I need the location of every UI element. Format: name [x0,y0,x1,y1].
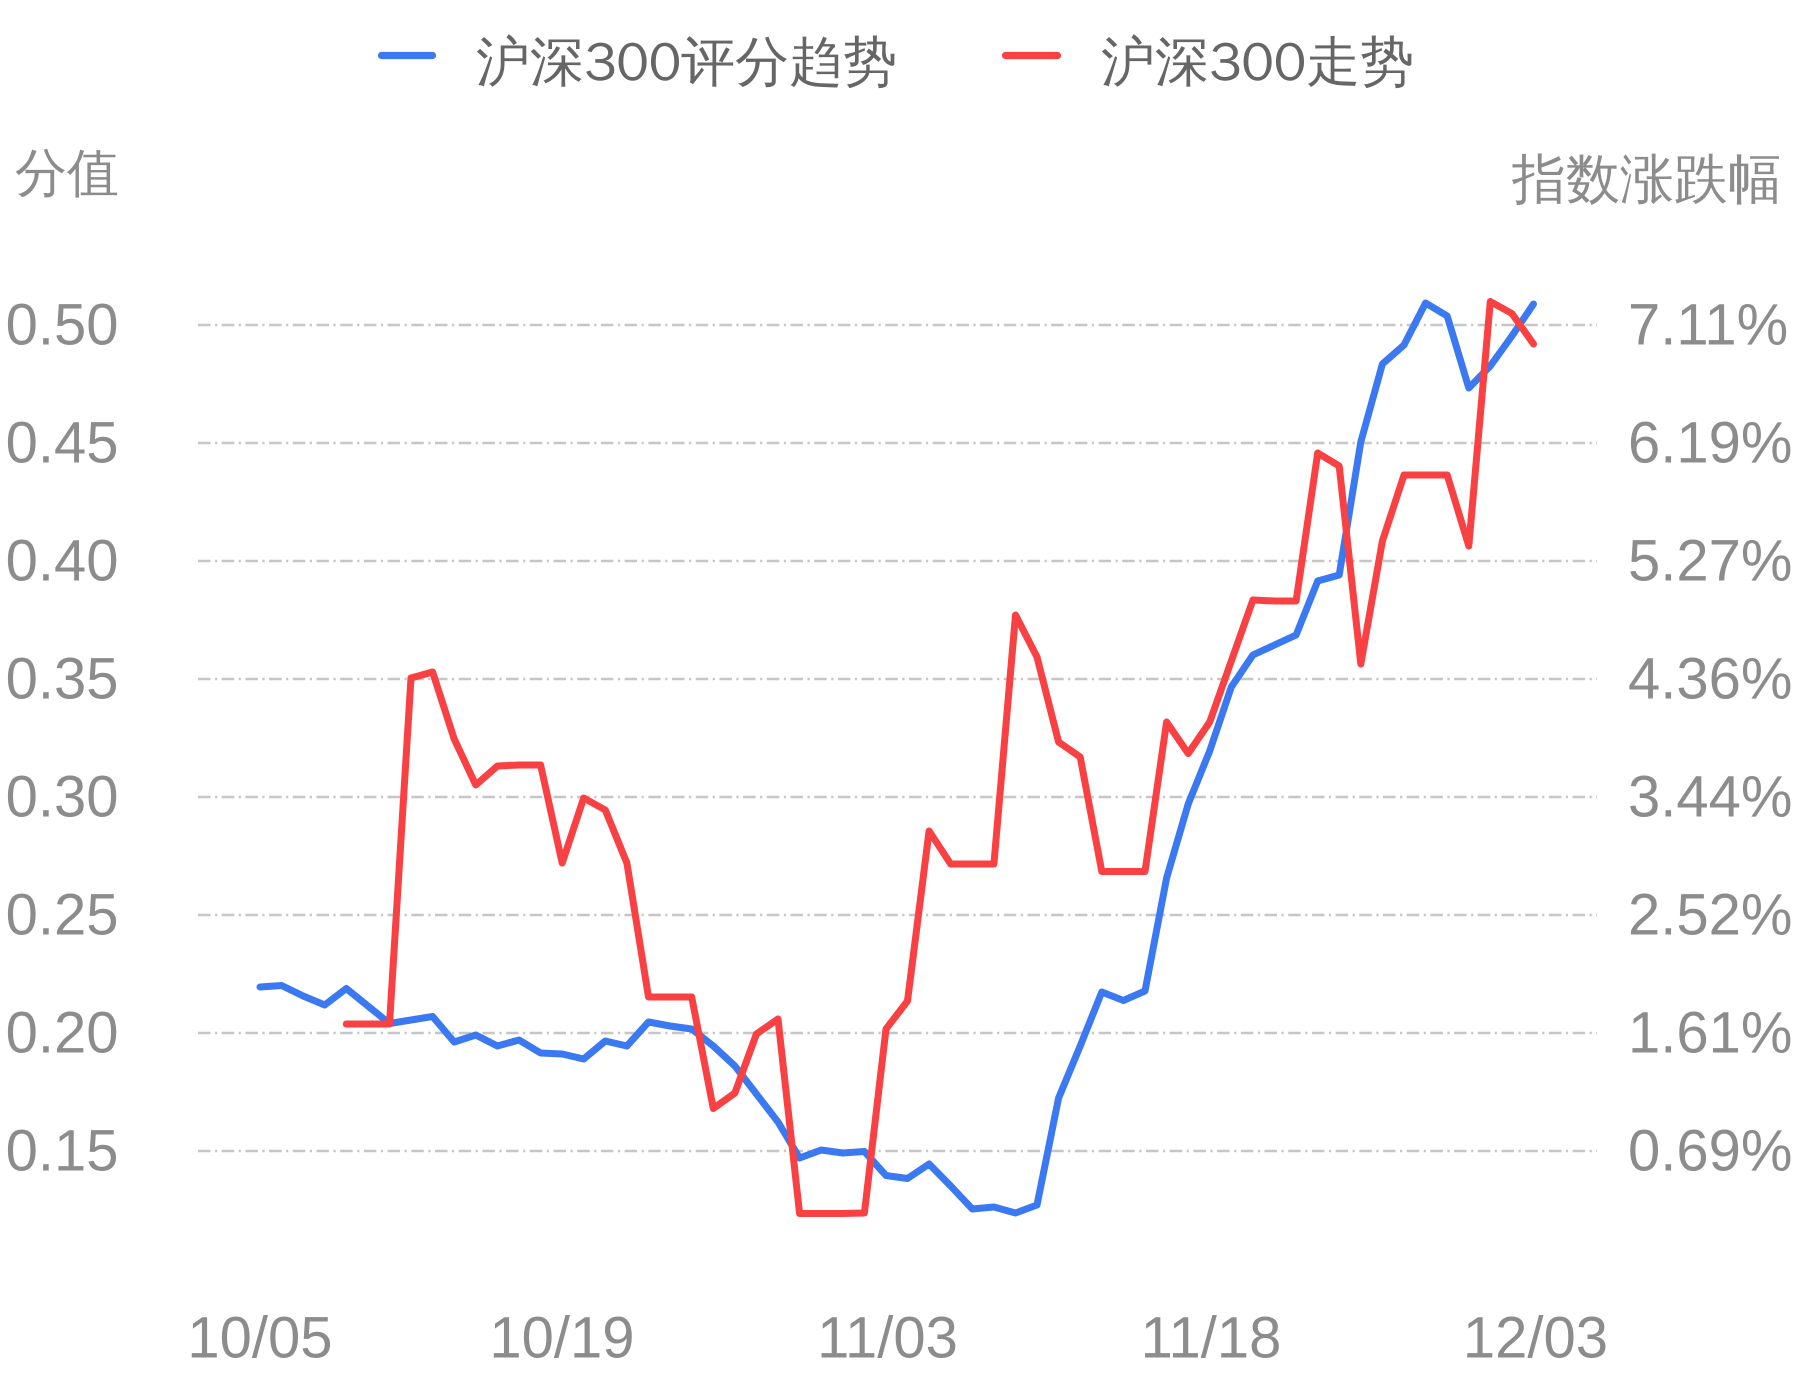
svg-text:11/18: 11/18 [1141,1306,1282,1371]
svg-text:10/19: 10/19 [489,1306,634,1371]
svg-text:4.36%: 4.36% [1628,647,1792,712]
svg-text:2.52%: 2.52% [1628,883,1792,948]
svg-text:10/05: 10/05 [187,1306,332,1371]
svg-text:6.19%: 6.19% [1628,411,1792,476]
svg-text:0.45: 0.45 [6,411,119,476]
svg-text:3.44%: 3.44% [1628,765,1792,830]
svg-text:0.35: 0.35 [6,647,119,712]
svg-text:5.27%: 5.27% [1628,529,1792,594]
svg-text:0.40: 0.40 [6,529,119,594]
svg-text:7.11%: 7.11% [1628,293,1788,358]
svg-text:0.25: 0.25 [6,883,119,948]
svg-text:12/03: 12/03 [1463,1306,1608,1371]
svg-text:0.20: 0.20 [6,1001,119,1066]
svg-text:1.61%: 1.61% [1628,1001,1792,1066]
svg-text:0.30: 0.30 [6,765,119,830]
svg-text:0.15: 0.15 [6,1119,119,1184]
svg-text:0.69%: 0.69% [1628,1119,1792,1184]
svg-text:11/03: 11/03 [817,1306,958,1371]
svg-text:0.50: 0.50 [6,293,119,358]
